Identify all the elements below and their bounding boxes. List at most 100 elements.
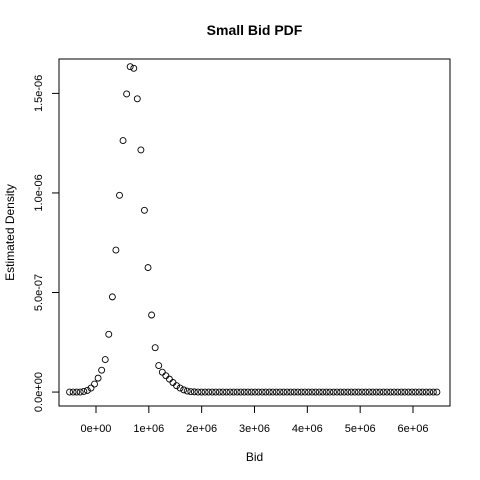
data-point	[429, 388, 437, 396]
data-point	[294, 388, 302, 396]
data-point	[215, 388, 223, 396]
data-point	[276, 388, 284, 396]
data-point	[422, 388, 430, 396]
data-point	[126, 63, 134, 71]
y-axis-label: Estimated Density	[3, 184, 17, 281]
data-point	[258, 388, 266, 396]
chart-title: Small Bid PDF	[207, 22, 303, 38]
data-point	[91, 380, 98, 388]
data-point	[251, 388, 259, 396]
data-point	[223, 388, 230, 396]
data-point	[280, 388, 288, 396]
data-point	[397, 388, 405, 396]
data-point	[194, 388, 202, 396]
data-point	[151, 344, 159, 352]
data-point	[369, 388, 377, 396]
data-point	[180, 386, 188, 394]
data-point	[272, 388, 280, 396]
data-point	[144, 264, 152, 272]
data-point	[305, 388, 312, 396]
data-point	[69, 388, 77, 396]
data-points	[66, 63, 441, 396]
data-point	[347, 388, 355, 396]
x-tick-label: 1e+06	[133, 423, 164, 435]
data-point	[358, 388, 366, 396]
data-point	[297, 388, 305, 396]
data-point	[73, 388, 81, 396]
data-point	[269, 388, 277, 396]
x-axis-label: Bid	[246, 450, 263, 464]
data-point	[287, 388, 295, 396]
data-point	[187, 388, 195, 396]
data-point	[148, 311, 156, 319]
data-point	[301, 388, 309, 396]
data-point	[365, 388, 373, 396]
data-point	[344, 388, 352, 396]
data-point	[80, 388, 88, 395]
data-point	[76, 388, 84, 396]
data-point	[394, 388, 402, 396]
data-point	[362, 388, 370, 396]
data-point	[319, 388, 327, 396]
data-point	[130, 64, 138, 72]
data-point	[176, 384, 184, 392]
data-point	[87, 384, 95, 392]
data-point	[212, 388, 220, 396]
data-point	[247, 388, 255, 396]
data-point	[322, 388, 330, 396]
data-point	[383, 388, 391, 396]
data-point	[112, 246, 120, 254]
data-point	[94, 374, 102, 382]
data-point	[401, 388, 409, 396]
data-point	[315, 388, 323, 396]
y-tick-label: 1.5e-06	[33, 75, 45, 112]
x-tick-label: 4e+06	[292, 423, 323, 435]
y-tick-label: 0.0e+00	[33, 372, 45, 412]
data-point	[408, 388, 416, 396]
data-point	[140, 206, 148, 214]
data-point	[133, 95, 141, 103]
data-point	[433, 388, 441, 396]
data-point	[230, 388, 238, 396]
data-point	[219, 388, 227, 396]
data-point	[308, 388, 316, 396]
data-point	[201, 388, 209, 396]
data-point	[237, 388, 245, 396]
x-tick-label: 5e+06	[345, 423, 376, 435]
data-point	[404, 388, 412, 396]
data-point	[379, 388, 387, 396]
data-point	[190, 388, 198, 396]
data-point	[158, 368, 166, 376]
data-point	[233, 388, 241, 396]
x-tick-label: 0e+00	[81, 423, 112, 435]
data-point	[351, 388, 359, 396]
data-point	[98, 366, 106, 374]
data-point	[116, 191, 123, 199]
data-point	[283, 388, 291, 396]
data-point	[101, 356, 109, 364]
x-axis: 0e+00 1e+06 2e+06 3e+06 4e+06 5e+06 6e+06	[81, 405, 429, 435]
data-point	[333, 388, 341, 396]
x-tick-label: 3e+06	[239, 423, 270, 435]
data-point	[155, 362, 163, 370]
data-point	[183, 387, 191, 395]
data-point	[419, 388, 427, 396]
y-tick-label: 1.0e-06	[33, 174, 45, 211]
data-point	[244, 388, 252, 396]
data-point	[208, 388, 216, 396]
data-point	[262, 388, 270, 396]
data-point	[415, 388, 423, 396]
data-point	[173, 382, 181, 390]
data-point	[205, 388, 213, 396]
data-point	[387, 388, 395, 396]
data-point	[376, 388, 384, 396]
x-tick-label: 6e+06	[398, 423, 429, 435]
data-point	[66, 388, 74, 396]
y-axis: 0.0e+00 5.0e-07 1.0e-06 1.5e-06	[33, 75, 60, 412]
data-point	[255, 388, 263, 396]
data-point	[326, 388, 334, 396]
data-point	[226, 388, 234, 396]
data-point	[290, 388, 298, 396]
